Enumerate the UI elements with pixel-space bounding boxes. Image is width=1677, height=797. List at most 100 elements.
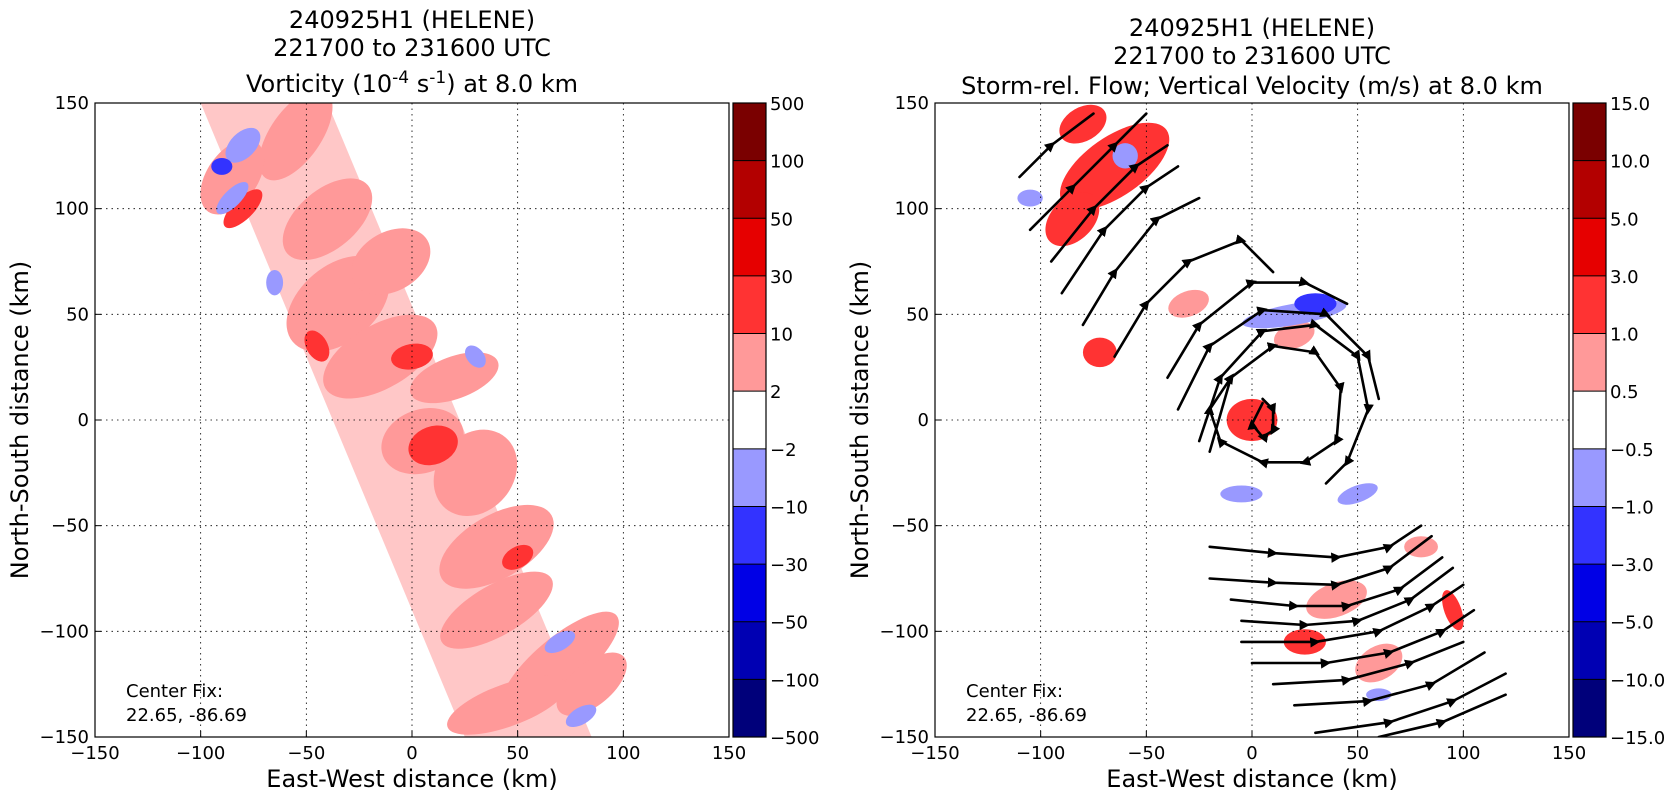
colorbar-tick-label: −0.5 [1610,440,1654,461]
y-tick-label: −150 [40,727,89,748]
y-tick-label: −100 [40,621,89,642]
y-tick-labels: 150 100 50 0 −50 −100 −150 [880,93,941,748]
plot-area-vertical-velocity [935,103,1569,737]
y-tick-label: −50 [891,516,929,537]
x-tick-label: 50 [1346,743,1369,764]
x-tick-label: −150 [70,743,119,764]
contour-patch [225,127,261,163]
colorbar-segment [733,333,766,392]
center-fix-label: Center Fix: [966,681,1063,702]
colorbar-tick-label: 10 [770,325,793,346]
colorbar-tick-label: 2 [770,382,781,403]
y-tick-label: 100 [55,199,89,220]
x-tick-label: 150 [1552,743,1586,764]
contour-patch [282,178,373,261]
colorbar-segment [1573,448,1606,507]
colorbar-vorticity: 500 100 50 30 10 2 −2 −10 −30 −50 −100 −500 [732,94,819,749]
colorbar-segment [733,103,766,161]
x-tick-label: 0 [1246,743,1257,764]
colorbar-segment [1573,391,1606,449]
contour-patch [259,103,333,181]
x-tick-label: −50 [287,743,325,764]
colorbar-tick-label: −3.0 [1610,555,1654,576]
y-tick-label: −150 [880,727,929,748]
y-tick-label: 0 [918,410,929,431]
contour-patch [351,228,431,295]
streamline [1293,651,1486,708]
contour-patches [200,103,627,735]
x-tick-label: 50 [506,743,529,764]
colorbar-segment [1573,621,1606,680]
colorbar-tick-label: −500 [770,728,819,749]
colorbar-segment [733,448,766,507]
colorbar-tick-label: −50 [770,613,808,634]
colorbar-tick-label: −30 [770,555,808,576]
y-axis-label: North-South distance (km) [6,261,34,580]
streamline [1203,342,1345,469]
streamlines [1018,112,1507,737]
streamline [1208,524,1423,563]
colorbar-segment [733,275,766,334]
title-line-3: Vorticity (10-4 s-1) at 8.0 km [246,68,578,98]
colorbar-tick-label: 100 [770,152,804,173]
contour-patch [1017,189,1043,207]
x-tick-label: 100 [1446,743,1480,764]
colorbar-segment [733,506,766,565]
y-tick-label: 150 [895,93,929,114]
colorbar-segment [1573,564,1606,622]
plot-area-vorticity [95,103,729,737]
panel-vertical-velocity: 240925H1 (HELENE) 221700 to 231600 UTC S… [846,14,1665,793]
title-line-3: Storm-rel. Flow; Vertical Velocity (m/s)… [961,72,1543,100]
colorbar-vertical-velocity: 15.0 10.0 5.0 3.0 1.0 0.5 −0.5 −1.0 −3.0 −5.0 −10.… [1572,94,1665,749]
y-axis-label: North-South distance (km) [846,261,874,580]
colorbar-segment [733,218,766,276]
contour-patch [565,704,597,728]
x-tick-labels: −150 −100 −50 0 50 100 150 [70,731,746,764]
contour-patch [556,652,627,716]
title-vertical-velocity: 240925H1 (HELENE) 221700 to 231600 UTC S… [961,14,1543,100]
title-vorticity: 240925H1 (HELENE) 221700 to 231600 UTC V… [246,6,578,98]
colorbar-tick-label: −100 [770,670,819,691]
colorbar-tick-label: −10.0 [1610,670,1665,691]
contour-patch [502,544,534,570]
x-tick-label: 100 [606,743,640,764]
colorbar-tick-label: 3.0 [1610,267,1639,288]
colorbar-tick-label: 30 [770,267,793,288]
x-tick-label: −150 [910,743,959,764]
contour-patch [1059,104,1107,144]
colorbar-segment [1573,103,1606,161]
contour-patch [1220,485,1263,503]
colorbar-tick-label: −1.0 [1610,497,1654,518]
colorbar-segment [1573,679,1606,737]
contour-patch [440,571,553,649]
streamline [1247,397,1281,443]
y-tick-label: 50 [66,304,89,325]
x-axis-label: East-West distance (km) [266,765,557,793]
title-line-1: 240925H1 (HELENE) [289,6,535,34]
streamline [1377,693,1507,737]
colorbar-tick-label: −2 [770,440,797,461]
contour-patch [544,630,576,654]
colorbar-segment [733,391,766,449]
streamline [1250,608,1476,669]
colorbar-segment [1573,218,1606,276]
contour-patch [464,345,486,368]
contour-patch [223,189,263,229]
panel-vorticity: 240925H1 (HELENE) 221700 to 231600 UTC V… [6,6,819,793]
contour-patch [266,269,284,296]
streamline [1113,234,1275,358]
x-tick-labels: −150 −100 −50 0 50 100 150 [910,731,1586,764]
colorbar-frame [1572,102,1607,738]
x-tick-label: −100 [1016,743,1065,764]
center-fix-coordinates: 22.65, -86.69 [126,705,247,726]
colorbar-segment [1573,275,1606,334]
streamline [1208,534,1433,591]
colorbar-segment [733,621,766,680]
streamline [1271,640,1465,686]
gridlines [95,103,729,737]
y-tick-labels: 150 100 50 0 −50 −100 −150 [40,93,101,748]
streamline [1060,165,1180,295]
streamline [1018,112,1095,179]
